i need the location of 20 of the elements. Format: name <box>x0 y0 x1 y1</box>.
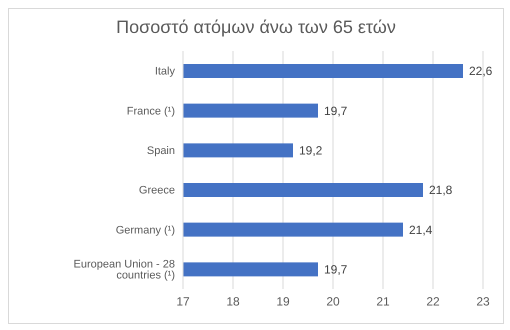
x-tick-label: 17 <box>176 294 190 309</box>
data-label: 19,2 <box>299 144 323 158</box>
y-tick-label: European Union - 28 countries (¹) <box>73 258 175 282</box>
y-tick-label: France (¹) <box>126 105 175 118</box>
x-tick-label: 20 <box>326 294 340 309</box>
data-label: 22,6 <box>469 64 493 78</box>
y-tick-label: Germany (¹) <box>116 224 175 236</box>
data-label: 19,7 <box>324 104 348 118</box>
y-tick-label: Spain <box>146 145 175 158</box>
chart-title: Ποσοστό ατόμων άνω των 65 ετών <box>115 16 397 39</box>
x-tick-label: 18 <box>226 294 240 309</box>
data-label: 19,7 <box>324 262 348 277</box>
x-tick-label: 22 <box>426 294 440 309</box>
data-label: 21,8 <box>429 183 453 198</box>
y-tick-label: Greece <box>138 184 175 197</box>
y-tick-label: Italy <box>154 66 176 78</box>
x-tick-label: 23 <box>476 294 490 309</box>
x-tick-label: 19 <box>276 294 290 309</box>
x-tick-label: 21 <box>376 294 390 309</box>
data-label: 21,4 <box>409 222 433 237</box>
